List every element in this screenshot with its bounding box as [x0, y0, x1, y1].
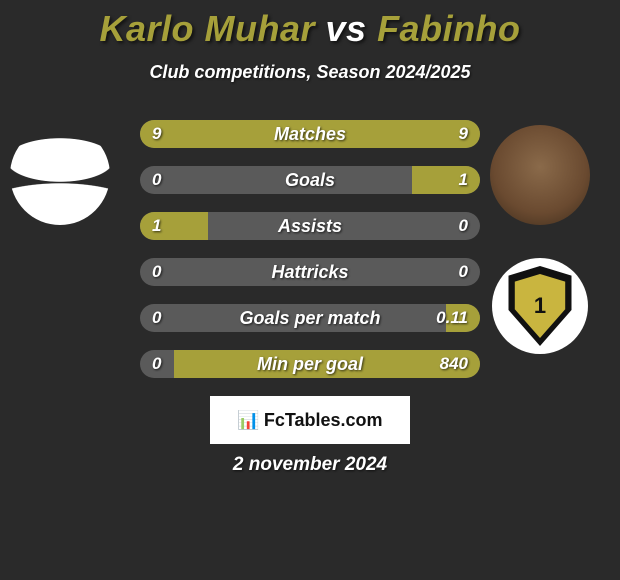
stat-row: Min per goal0 840 — [0, 350, 620, 380]
stat-label: Matches — [140, 120, 480, 148]
stat-row: Goals per match0 0.11 — [0, 304, 620, 334]
title-player1: Karlo Muhar — [99, 8, 315, 49]
stat-row: Assists1 0 — [0, 212, 620, 242]
stat-label: Assists — [140, 212, 480, 240]
stat-value-left: 0 — [152, 304, 161, 332]
stat-value-left: 0 — [152, 258, 161, 286]
stat-value-right: 840 — [440, 350, 468, 378]
stat-value-left: 9 — [152, 120, 161, 148]
stat-value-right: 0 — [459, 258, 468, 286]
stat-label: Goals — [140, 166, 480, 194]
subtitle: Club competitions, Season 2024/2025 — [0, 62, 620, 83]
stat-row: Matches9 9 — [0, 120, 620, 150]
date-text: 2 november 2024 — [0, 454, 620, 476]
stat-value-right: 1 — [459, 166, 468, 194]
title-vs: vs — [326, 8, 367, 49]
stat-value-right: 0 — [459, 212, 468, 240]
stat-value-left: 0 — [152, 166, 161, 194]
stat-label: Min per goal — [140, 350, 480, 378]
stat-value-right: 0.11 — [436, 304, 468, 332]
brand-text: FcTables.com — [264, 410, 383, 431]
stat-label: Hattricks — [140, 258, 480, 286]
chart-icon: 📊 — [237, 410, 259, 431]
title-player2: Fabinho — [377, 8, 520, 49]
page-title: Karlo Muhar vs Fabinho — [0, 0, 620, 50]
stat-value-right: 9 — [459, 120, 468, 148]
brand-box: 📊 FcTables.com — [210, 396, 410, 444]
stat-row: Goals0 1 — [0, 166, 620, 196]
stat-value-left: 1 — [152, 212, 161, 240]
stat-row: Hattricks0 0 — [0, 258, 620, 288]
stat-value-left: 0 — [152, 350, 161, 378]
stats-area: Matches99Goals01Assists10Hattricks00Goal… — [0, 120, 620, 396]
comparison-card: Karlo Muhar vs Fabinho Club competitions… — [0, 0, 620, 580]
stat-label: Goals per match — [140, 304, 480, 332]
